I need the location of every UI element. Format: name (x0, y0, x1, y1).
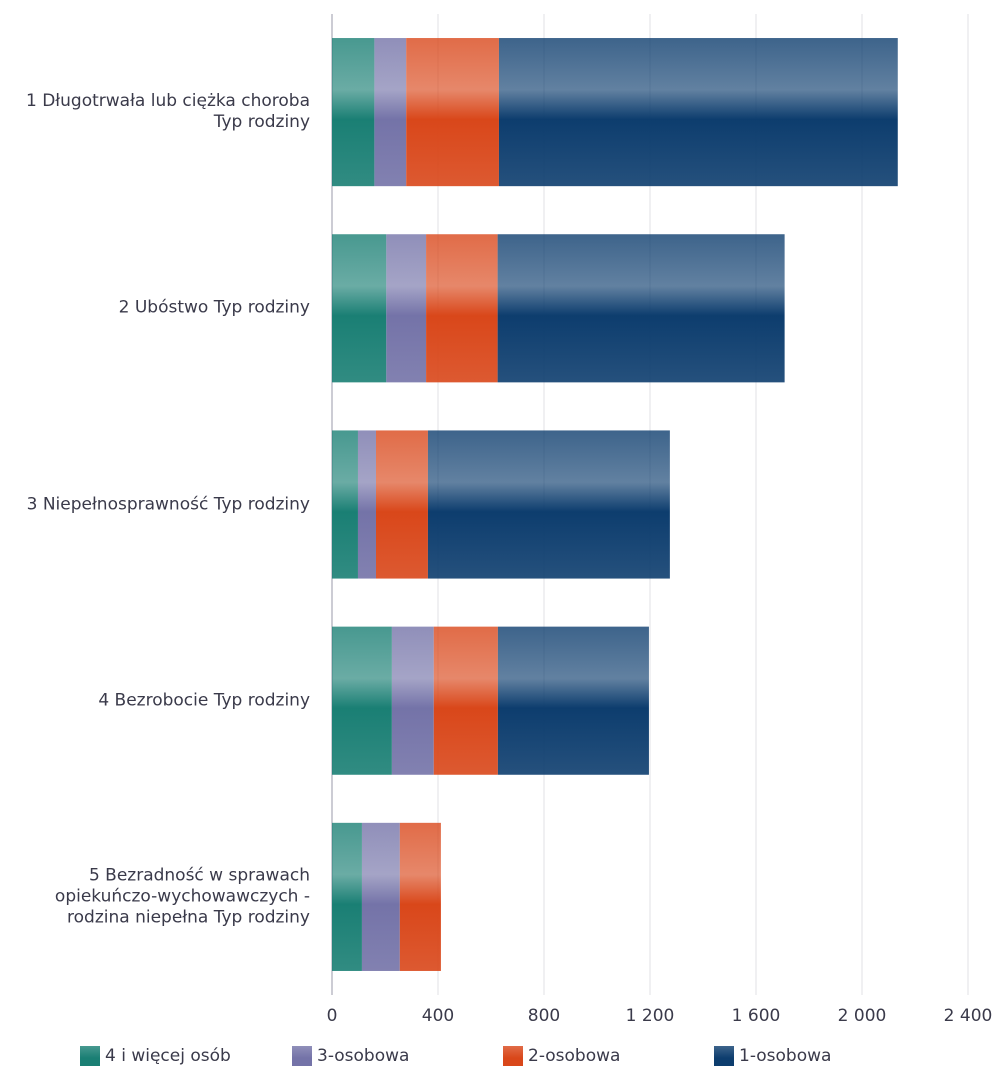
bar-segment (391, 626, 434, 775)
bar-segment (332, 430, 358, 579)
y-tick-label: 3 Niepełnosprawność Typ rodziny (26, 494, 310, 514)
bar-segment (399, 822, 441, 971)
y-tick-label: 1 Długotrwała lub ciężka choroba Typ rod… (26, 91, 310, 133)
x-tick-label: 2 400 (944, 1006, 993, 1026)
x-tick-label: 1 600 (732, 1006, 781, 1026)
bar-segment (374, 38, 407, 187)
legend-item: 3-osobowa (292, 1046, 409, 1066)
bar-segment (498, 38, 898, 187)
bar-segment (426, 234, 498, 383)
y-tick-label: 2 Ubóstwo Typ rodziny (118, 297, 310, 318)
legend-item: 1-osobowa (714, 1046, 831, 1066)
legend-item: 4 i więcej osób (80, 1046, 231, 1066)
x-tick-label: 400 (422, 1006, 454, 1026)
y-tick-label: 5 Bezradność w sprawach opiekuńczo-wycho… (54, 865, 310, 928)
legend-label: 1-osobowa (739, 1046, 832, 1066)
x-tick-label: 800 (528, 1006, 560, 1026)
bar-segment (332, 626, 392, 775)
legend-label: 2-osobowa (528, 1046, 621, 1066)
legend-label: 3-osobowa (317, 1046, 410, 1066)
bar-segment (406, 38, 499, 187)
bar-segment (357, 430, 376, 579)
bar-segment (497, 234, 785, 383)
legend-label: 4 i więcej osób (105, 1046, 231, 1066)
legend-swatch (292, 1046, 312, 1066)
bar-segment (433, 626, 498, 775)
bar-segment (427, 430, 670, 579)
x-tick-label: 2 000 (838, 1006, 887, 1026)
legend-swatch (80, 1046, 100, 1066)
bar-segment (332, 234, 387, 383)
legend-item: 2-osobowa (503, 1046, 620, 1066)
x-tick-label: 0 (327, 1006, 338, 1026)
bar-segment (332, 822, 362, 971)
bar-segment (497, 626, 649, 775)
legend-swatch (714, 1046, 734, 1066)
x-tick-label: 1 200 (626, 1006, 675, 1026)
bar-segment (361, 822, 400, 971)
y-tick-label: 4 Bezrobocie Typ rodziny (98, 690, 310, 711)
bar-segment (386, 234, 427, 383)
bar-segment (375, 430, 428, 579)
bar-segment (332, 38, 375, 187)
legend-swatch (503, 1046, 523, 1066)
